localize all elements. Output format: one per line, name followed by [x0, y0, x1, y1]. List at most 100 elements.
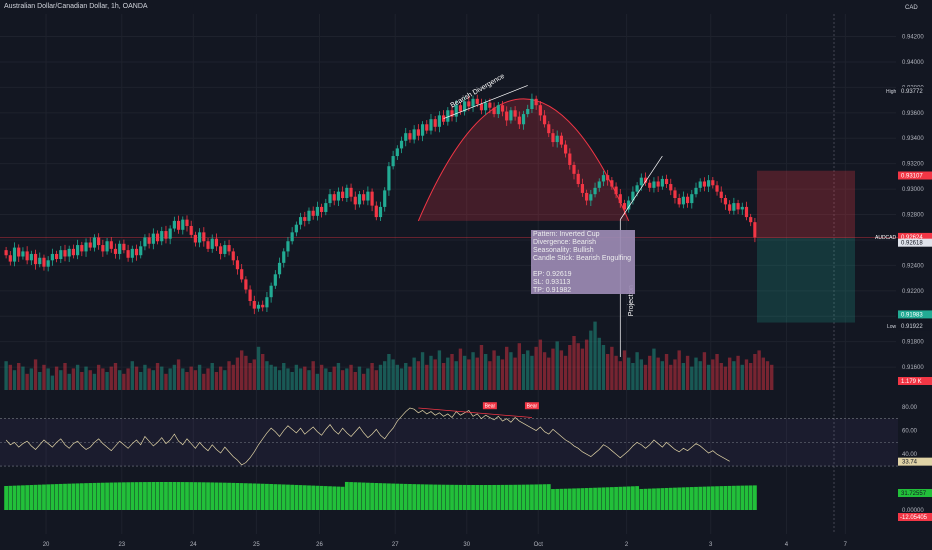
macd-hist-bar: [534, 484, 539, 510]
macd-value-tag: [898, 489, 932, 497]
entry-price-tag: 0.92618: [901, 241, 923, 247]
macd-hist-bar: [387, 483, 391, 510]
macd-hist-bar: [466, 484, 471, 510]
candle-body: [711, 180, 715, 186]
candle-body: [168, 228, 172, 239]
macd-hist-bar: [647, 488, 652, 510]
macd-hist-bar: [412, 484, 417, 510]
macd-hist-bar: [252, 483, 257, 510]
candle-body: [12, 247, 17, 262]
volume-bar: [534, 346, 538, 390]
macd-hist-bar: [694, 486, 698, 510]
candle-body: [324, 203, 328, 212]
macd-hist-bar: [290, 484, 295, 510]
macd-hist-bar: [483, 484, 488, 510]
volume-bar: [770, 364, 774, 390]
candle-body: [63, 250, 67, 257]
macd-hist-bar: [180, 482, 185, 510]
candle-body: [261, 304, 265, 308]
rsi-level-label: 60.00: [902, 429, 918, 435]
macd-hist-bar: [231, 482, 236, 510]
macd-hist-bar: [652, 488, 656, 510]
macd-hist-bar: [719, 486, 724, 510]
volume-bar: [652, 348, 656, 390]
volume-bar: [479, 345, 484, 390]
macd-hist-bar: [33, 484, 38, 510]
volume-bar: [399, 368, 404, 390]
macd-hist-bar: [100, 482, 105, 510]
volume-bar: [328, 372, 332, 390]
trade-annotation-box: Pattern: Inverted Cup Divergence: Bearis…: [531, 230, 635, 294]
macd-hist-bar: [256, 483, 261, 510]
volume-bar: [694, 357, 698, 390]
macd-hist-bar: [492, 484, 496, 510]
candle-body: [698, 181, 702, 188]
volume-bar: [416, 361, 421, 390]
macd-hist-bar: [307, 485, 311, 510]
candle-body: [652, 181, 656, 188]
volume-bar: [353, 372, 357, 390]
macd-hist-bar: [214, 482, 219, 510]
macd-hist-bar: [235, 482, 240, 510]
currency-label: CAD: [905, 5, 918, 11]
volume-bar: [559, 350, 564, 390]
volume-bar: [605, 354, 610, 390]
macd-hist-bar: [588, 487, 593, 510]
candle-body: [589, 194, 593, 201]
time-tick-label: 3: [709, 542, 713, 548]
candle-body: [622, 203, 627, 210]
macd-hist-bar: [155, 482, 160, 510]
macd-hist-bar: [277, 484, 282, 510]
candle-body: [517, 116, 521, 125]
volume-bar: [265, 361, 269, 390]
candle-body: [76, 245, 80, 256]
volume-bar: [547, 357, 551, 390]
candle-body: [433, 119, 437, 127]
volume-bar: [723, 366, 728, 390]
macd-hist-bar: [567, 488, 572, 510]
candle-body: [294, 224, 298, 233]
candle-body: [707, 180, 711, 187]
price-tick-label: 0.91600: [902, 365, 924, 371]
volume-bar: [42, 364, 46, 390]
volume-bar: [84, 366, 88, 390]
macd-hist-bar: [631, 486, 635, 510]
macd-hist-bar: [668, 487, 673, 510]
volume-bar: [332, 366, 336, 390]
macd-hist-bar: [75, 483, 80, 510]
volume-bar: [437, 350, 442, 390]
volume-bar: [441, 363, 446, 390]
candle-body: [416, 129, 420, 136]
candle-body: [42, 257, 46, 267]
candle-body: [38, 257, 42, 265]
volume-bar: [235, 357, 240, 390]
rsi-divergence-line: [418, 407, 532, 418]
volume-bar: [277, 370, 282, 390]
volume-bar: [732, 361, 736, 390]
candle-body: [513, 110, 517, 117]
volume-bar: [765, 361, 770, 390]
candle-body: [538, 105, 542, 116]
volume-bar: [38, 372, 42, 390]
volume-bar: [568, 345, 572, 390]
volume-bar: [105, 372, 109, 390]
volume-bar: [248, 363, 252, 390]
volume-bar: [656, 357, 660, 390]
volume-bar: [67, 373, 71, 390]
macd-hist-bar: [340, 486, 345, 510]
volume-tag-bg: [898, 377, 932, 385]
volume-bar: [580, 348, 585, 390]
low-value-label-bg: [898, 322, 932, 331]
candle-body: [29, 253, 33, 261]
volume-bar: [122, 373, 126, 390]
volume-bar: [681, 363, 686, 390]
volume-bar: [488, 361, 492, 390]
volume-bar: [458, 348, 463, 390]
volume-bar: [521, 354, 526, 390]
low-label: Low: [887, 324, 897, 330]
macd-hist-bar: [92, 482, 97, 510]
volume-bar: [526, 350, 530, 390]
macd-hist-bar: [189, 482, 194, 510]
candle-body: [244, 279, 248, 290]
